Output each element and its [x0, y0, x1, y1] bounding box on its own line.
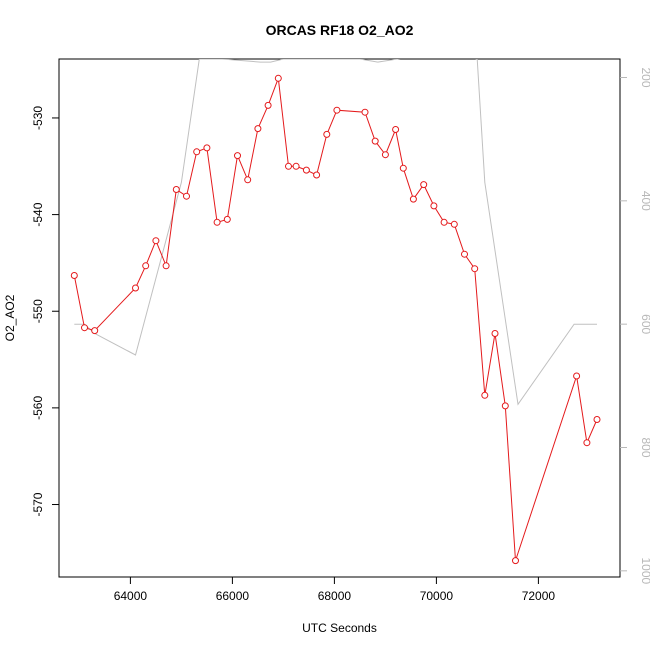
y2-tick-label: 1000 [639, 557, 650, 584]
x-tick-label: 68000 [318, 589, 352, 603]
secondary-series-line [74, 59, 597, 406]
data-point [213, 218, 221, 226]
y-tick-label: -560 [31, 396, 45, 420]
data-point [274, 74, 282, 82]
data-point [132, 284, 139, 292]
data-point [142, 262, 150, 270]
data-point [430, 202, 438, 210]
data-point [302, 166, 310, 174]
y-tick-label: -570 [31, 492, 45, 516]
data-point [450, 220, 458, 228]
data-point [81, 324, 88, 332]
data-point [440, 218, 448, 226]
y-tick-label: -530 [31, 106, 45, 130]
y2-tick-label: 200 [639, 67, 650, 87]
data-point [392, 126, 400, 133]
x-tick-label: 72000 [522, 589, 556, 603]
data-point [234, 152, 241, 160]
data-point [361, 108, 369, 116]
data-point [162, 262, 170, 270]
data-point [223, 215, 231, 223]
data-point [292, 162, 300, 170]
x-axis-ticks: 64000 66000 68000 70000 72000 [114, 577, 556, 603]
x-tick-label: 64000 [114, 589, 148, 603]
data-point [491, 330, 499, 337]
data-point [420, 181, 428, 189]
data-point [583, 439, 591, 447]
x-tick-label: 70000 [420, 589, 454, 603]
data-point [203, 144, 211, 152]
x-axis-label: UTC Seconds [302, 621, 377, 635]
data-point [244, 176, 252, 184]
data-point [254, 125, 262, 133]
secondary-y-axis-ticks: 200 400 600 800 1000 [620, 67, 650, 585]
data-point [409, 195, 417, 203]
data-point [152, 237, 160, 245]
data-point [91, 327, 99, 335]
data-point [593, 416, 601, 423]
y2-tick-label: 400 [639, 191, 650, 211]
data-point [70, 272, 78, 279]
y2-tick-label: 800 [639, 437, 650, 457]
data-point [501, 402, 509, 410]
data-point [573, 372, 581, 380]
data-point [264, 101, 272, 109]
y-axis-label: O2_AO2 [3, 294, 17, 341]
data-point [285, 162, 292, 170]
data-point [313, 171, 321, 179]
data-point [461, 250, 468, 258]
data-point [172, 186, 180, 193]
series-group [70, 59, 601, 565]
y-axis-ticks: -570 -560 -550 -540 -530 [31, 106, 59, 517]
x-tick-label: 66000 [216, 589, 250, 603]
data-point [193, 148, 201, 156]
data-point [333, 106, 341, 114]
y-tick-label: -540 [31, 202, 45, 226]
data-point [323, 130, 331, 138]
data-point [183, 192, 190, 200]
chart-title: ORCAS RF18 O2_AO2 [266, 22, 414, 38]
primary-series-line [73, 78, 598, 561]
data-point [512, 557, 519, 565]
data-point [381, 151, 389, 159]
y2-tick-label: 600 [639, 314, 650, 334]
data-point [399, 164, 407, 172]
data-point [481, 391, 489, 399]
data-point [371, 137, 379, 145]
y-tick-label: -550 [31, 299, 45, 323]
data-point [471, 265, 479, 273]
